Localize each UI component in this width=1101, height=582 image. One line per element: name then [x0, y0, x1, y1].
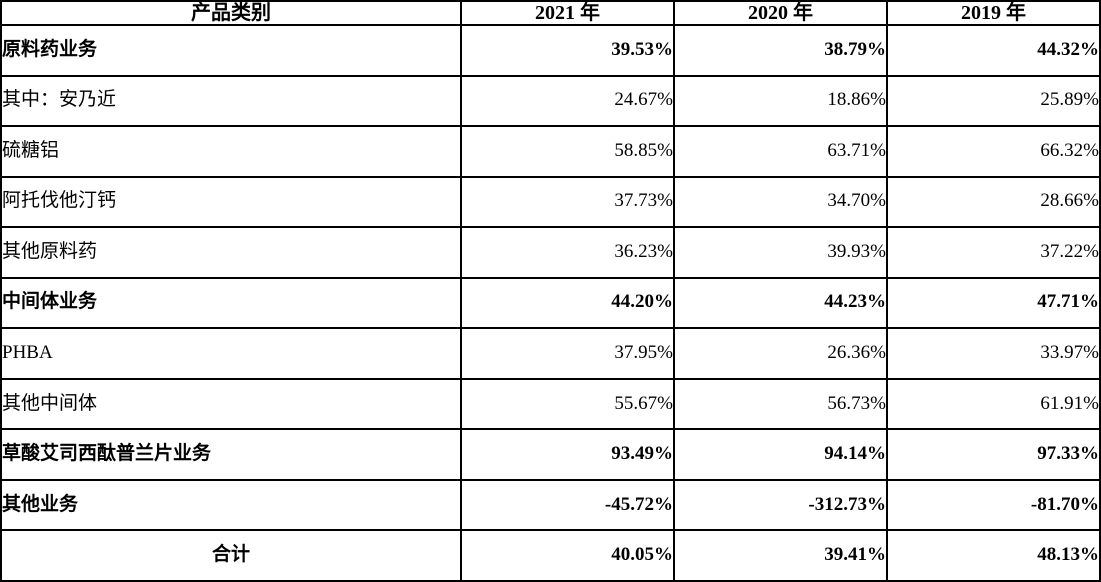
value-2021: 37.73%	[460, 175, 675, 229]
table-row-raw-material-business: 原料药业务 39.53% 38.79% 44.32%	[0, 24, 1101, 77]
row-label: 中间体业务	[0, 276, 462, 330]
row-label: 其中：安乃近	[0, 74, 462, 128]
table-row-other-raw-materials: 其他原料药 36.23% 39.93% 37.22%	[0, 226, 1101, 279]
value-2019: 47.71%	[886, 276, 1101, 330]
value-2021: 93.49%	[460, 428, 675, 481]
column-header-2021: 2021 年	[460, 0, 675, 26]
row-label: PHBA	[0, 327, 462, 380]
value-2019: -81.70%	[886, 478, 1101, 532]
value-2021: 36.23%	[460, 226, 675, 279]
column-header-2019: 2019 年	[886, 0, 1101, 26]
column-header-product-category: 产品类别	[0, 0, 462, 26]
value-2021: 55.67%	[460, 377, 675, 431]
value-2020: 26.36%	[673, 327, 888, 380]
table-row-other-intermediates: 其他中间体 55.67% 56.73% 61.91%	[0, 377, 1101, 431]
value-2020: 38.79%	[673, 24, 888, 77]
value-2020: 34.70%	[673, 175, 888, 229]
row-label: 其他业务	[0, 478, 462, 532]
value-2021: -45.72%	[460, 478, 675, 532]
value-2020: 39.93%	[673, 226, 888, 279]
value-2019: 25.89%	[886, 74, 1101, 128]
table-row-phba: PHBA 37.95% 26.36% 33.97%	[0, 327, 1101, 380]
value-2020: 56.73%	[673, 377, 888, 431]
value-2021: 58.85%	[460, 125, 675, 178]
value-2021: 37.95%	[460, 327, 675, 380]
value-2019: 61.91%	[886, 377, 1101, 431]
value-2019: 33.97%	[886, 327, 1101, 380]
value-2020: 18.86%	[673, 74, 888, 128]
value-2019: 66.32%	[886, 125, 1101, 178]
table-row-sucralfate: 硫糖铝 58.85% 63.71% 66.32%	[0, 125, 1101, 178]
value-2019: 44.32%	[886, 24, 1101, 77]
header-row: 产品类别 2021 年 2020 年 2019 年	[0, 0, 1101, 26]
table-row-total: 合计 40.05% 39.41% 48.13%	[0, 529, 1101, 582]
table-row-analgin: 其中：安乃近 24.67% 18.86% 25.89%	[0, 74, 1101, 128]
value-2019: 37.22%	[886, 226, 1101, 279]
row-label: 阿托伐他汀钙	[0, 175, 462, 229]
value-2020: 94.14%	[673, 428, 888, 481]
row-label: 原料药业务	[0, 24, 462, 77]
table-row-escitalopram-tablets-business: 草酸艾司西酞普兰片业务 93.49% 94.14% 97.33%	[0, 428, 1101, 481]
row-label: 其他原料药	[0, 226, 462, 279]
value-2021: 40.05%	[460, 529, 675, 582]
value-2019: 97.33%	[886, 428, 1101, 481]
table-row-atorvastatin-calcium: 阿托伐他汀钙 37.73% 34.70% 28.66%	[0, 175, 1101, 229]
value-2021: 24.67%	[460, 74, 675, 128]
table-row-other-business: 其他业务 -45.72% -312.73% -81.70%	[0, 478, 1101, 532]
row-label-total: 合计	[0, 529, 462, 582]
row-label: 草酸艾司西酞普兰片业务	[0, 428, 462, 481]
row-label: 硫糖铝	[0, 125, 462, 178]
value-2021: 39.53%	[460, 24, 675, 77]
value-2020: 63.71%	[673, 125, 888, 178]
row-label: 其他中间体	[0, 377, 462, 431]
value-2021: 44.20%	[460, 276, 675, 330]
value-2020: -312.73%	[673, 478, 888, 532]
value-2020: 44.23%	[673, 276, 888, 330]
value-2019: 48.13%	[886, 529, 1101, 582]
column-header-2020: 2020 年	[673, 0, 888, 26]
table-row-intermediate-business: 中间体业务 44.20% 44.23% 47.71%	[0, 276, 1101, 330]
value-2019: 28.66%	[886, 175, 1101, 229]
value-2020: 39.41%	[673, 529, 888, 582]
